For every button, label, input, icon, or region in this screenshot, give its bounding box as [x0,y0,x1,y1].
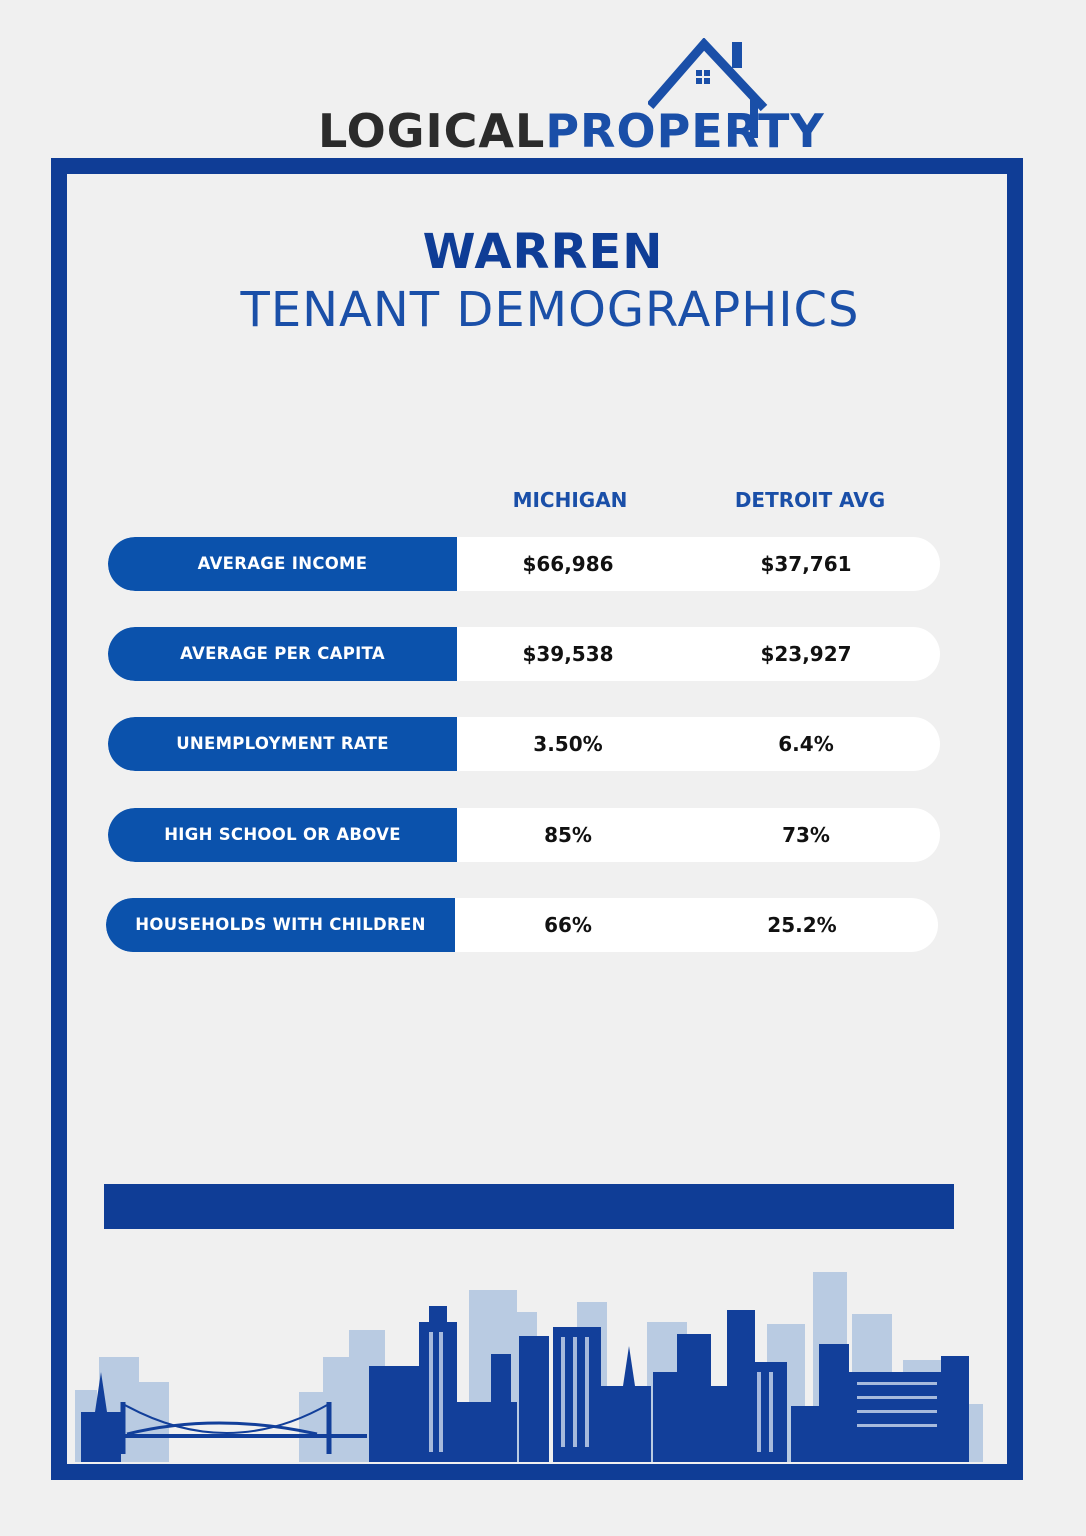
column-header-detroit: DETROIT AVG [734,488,886,512]
detroit-value: 73% [782,823,830,847]
detroit-value: 25.2% [767,913,837,937]
footer-bar [104,1184,954,1229]
page-subtitle: TENANT DEMOGRAPHICS [240,282,860,338]
detroit-value: $37,761 [760,552,852,576]
detroit-value: 6.4% [778,732,834,756]
michigan-value: 85% [544,823,592,847]
company-logo: LOGICALPROPERTY MANAGEMENT [318,38,824,178]
table-row: AVERAGE INCOME $66,986 $37,761 [108,537,940,591]
logo-wordmark: LOGICALPROPERTY [318,108,825,154]
row-label: HIGH SCHOOL OR ABOVE [108,808,457,862]
table-row: UNEMPLOYMENT RATE 3.50% 6.4% [108,717,940,771]
row-label: AVERAGE INCOME [108,537,457,591]
city-skyline-illustration [75,1272,983,1462]
logo-word-logical: LOGICAL [318,104,546,158]
row-label: AVERAGE PER CAPITA [108,627,457,681]
logo-word-property: PROPERTY [545,104,825,158]
row-label: UNEMPLOYMENT RATE [108,717,457,771]
table-row: AVERAGE PER CAPITA $39,538 $23,927 [108,627,940,681]
michigan-value: 66% [544,913,592,937]
table-row: HOUSEHOLDS WITH CHILDREN 66% 25.2% [106,898,938,952]
page-frame [51,158,1023,1480]
row-label: HOUSEHOLDS WITH CHILDREN [106,898,455,952]
city-title: WARREN [422,224,664,280]
michigan-value: $39,538 [522,642,614,666]
house-roof-icon [648,38,768,138]
michigan-value: $66,986 [522,552,614,576]
michigan-value: 3.50% [533,732,603,756]
detroit-value: $23,927 [760,642,852,666]
column-header-michigan: MICHIGAN [512,488,628,512]
table-row: HIGH SCHOOL OR ABOVE 85% 73% [108,808,940,862]
